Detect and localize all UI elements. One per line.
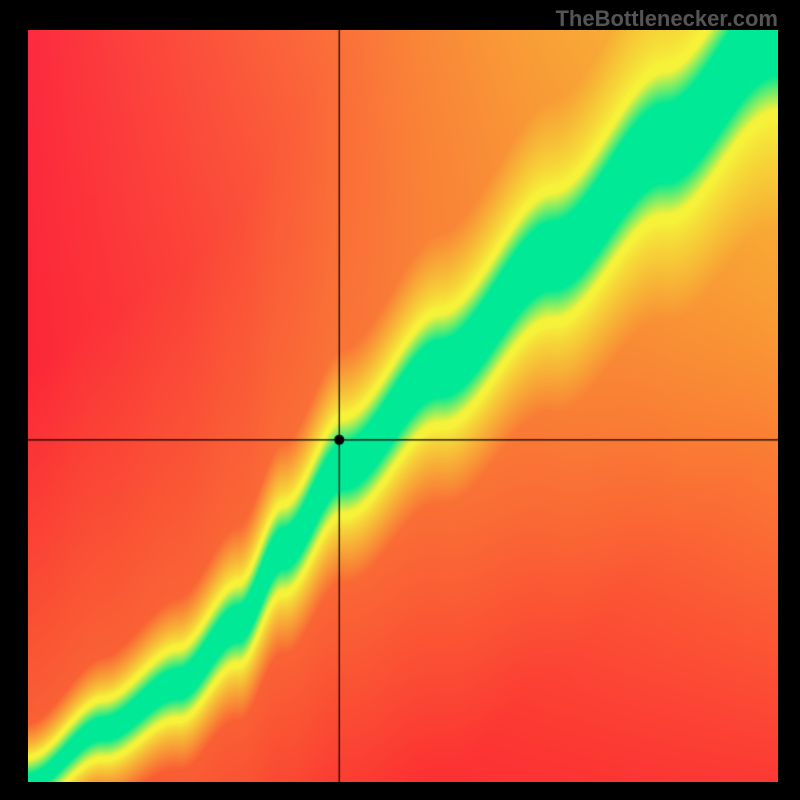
bottleneck-heatmap bbox=[28, 30, 778, 782]
watermark-text: TheBottlenecker.com bbox=[555, 6, 778, 32]
chart-container: TheBottlenecker.com bbox=[0, 0, 800, 800]
